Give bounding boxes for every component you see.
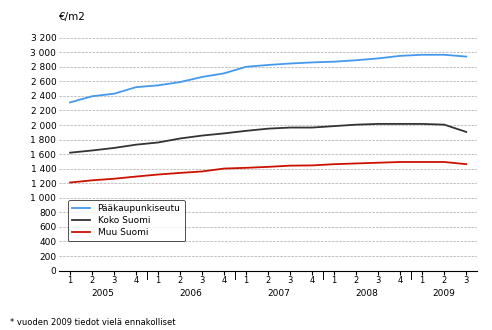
Pääkaupunkiseutu	[265, 63, 271, 67]
Line: Koko Suomi: Koko Suomi	[70, 124, 466, 153]
Muu Suomi	[89, 178, 95, 182]
Pääkaupunkiseutu	[463, 54, 469, 58]
Pääkaupunkiseutu	[221, 71, 227, 75]
Muu Suomi	[419, 160, 425, 164]
Pääkaupunkiseutu	[89, 94, 95, 98]
Pääkaupunkiseutu	[331, 60, 337, 64]
Koko Suomi	[463, 130, 469, 134]
Muu Suomi	[441, 160, 447, 164]
Koko Suomi	[353, 123, 359, 127]
Pääkaupunkiseutu	[441, 53, 447, 57]
Muu Suomi	[111, 177, 117, 181]
Line: Muu Suomi: Muu Suomi	[70, 162, 466, 182]
Koko Suomi	[177, 137, 183, 141]
Koko Suomi	[441, 123, 447, 127]
Muu Suomi	[463, 162, 469, 166]
Legend: Pääkaupunkiseutu, Koko Suomi, Muu Suomi: Pääkaupunkiseutu, Koko Suomi, Muu Suomi	[68, 200, 185, 241]
Koko Suomi	[155, 141, 161, 145]
Koko Suomi	[133, 143, 139, 147]
Koko Suomi	[111, 146, 117, 150]
Pääkaupunkiseutu	[67, 100, 73, 104]
Muu Suomi	[155, 173, 161, 177]
Koko Suomi	[375, 122, 381, 126]
Koko Suomi	[309, 126, 315, 130]
Muu Suomi	[353, 161, 359, 165]
Text: 2009: 2009	[433, 289, 456, 298]
Text: 2007: 2007	[268, 289, 291, 298]
Pääkaupunkiseutu	[375, 56, 381, 60]
Muu Suomi	[397, 160, 403, 164]
Muu Suomi	[67, 181, 73, 184]
Pääkaupunkiseutu	[177, 80, 183, 84]
Muu Suomi	[133, 175, 139, 179]
Muu Suomi	[287, 164, 293, 168]
Text: 2006: 2006	[180, 289, 203, 298]
Muu Suomi	[177, 171, 183, 175]
Text: 2005: 2005	[92, 289, 115, 298]
Text: €/m2: €/m2	[59, 12, 86, 22]
Pääkaupunkiseutu	[309, 60, 315, 64]
Pääkaupunkiseutu	[243, 65, 249, 69]
Muu Suomi	[221, 167, 227, 171]
Koko Suomi	[397, 122, 403, 126]
Koko Suomi	[199, 134, 205, 138]
Muu Suomi	[331, 162, 337, 166]
Pääkaupunkiseutu	[353, 58, 359, 62]
Pääkaupunkiseutu	[419, 53, 425, 57]
Pääkaupunkiseutu	[111, 92, 117, 96]
Pääkaupunkiseutu	[133, 85, 139, 89]
Koko Suomi	[419, 122, 425, 126]
Muu Suomi	[199, 170, 205, 174]
Muu Suomi	[375, 161, 381, 165]
Pääkaupunkiseutu	[155, 83, 161, 87]
Koko Suomi	[287, 126, 293, 130]
Text: * vuoden 2009 tiedot vielä ennakolliset: * vuoden 2009 tiedot vielä ennakolliset	[10, 318, 175, 327]
Pääkaupunkiseutu	[287, 61, 293, 65]
Koko Suomi	[243, 129, 249, 133]
Koko Suomi	[221, 131, 227, 135]
Muu Suomi	[265, 165, 271, 169]
Muu Suomi	[309, 163, 315, 167]
Muu Suomi	[243, 166, 249, 170]
Pääkaupunkiseutu	[397, 54, 403, 58]
Pääkaupunkiseutu	[199, 75, 205, 79]
Koko Suomi	[331, 124, 337, 128]
Line: Pääkaupunkiseutu: Pääkaupunkiseutu	[70, 55, 466, 102]
Koko Suomi	[67, 151, 73, 155]
Koko Suomi	[89, 148, 95, 152]
Text: 2008: 2008	[356, 289, 379, 298]
Koko Suomi	[265, 127, 271, 131]
